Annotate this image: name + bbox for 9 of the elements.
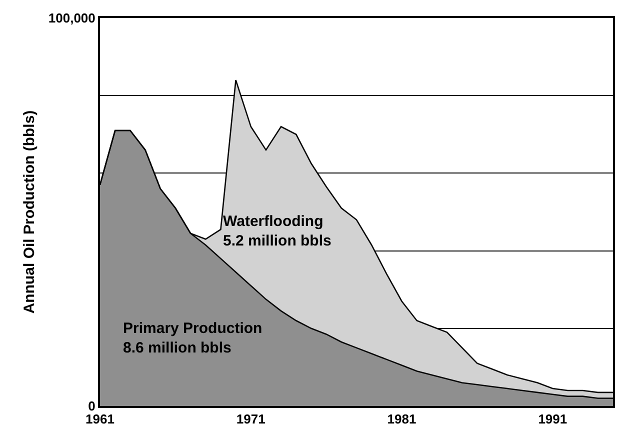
annotation: Primary Production 8.6 million bbls xyxy=(123,320,262,356)
y-axis-title: Annual Oil Production (bbls) xyxy=(21,110,38,314)
y-tick-label: 100,000 xyxy=(48,10,96,26)
annotation: Waterflooding 5.2 million bbls xyxy=(223,213,332,250)
x-tick-label: 1991 xyxy=(538,412,568,427)
x-tick-label: 1981 xyxy=(387,412,416,427)
x-tick-label: 1971 xyxy=(236,412,266,427)
y-tick-label: 0 xyxy=(88,398,96,414)
x-tick-label: 1961 xyxy=(86,412,114,427)
